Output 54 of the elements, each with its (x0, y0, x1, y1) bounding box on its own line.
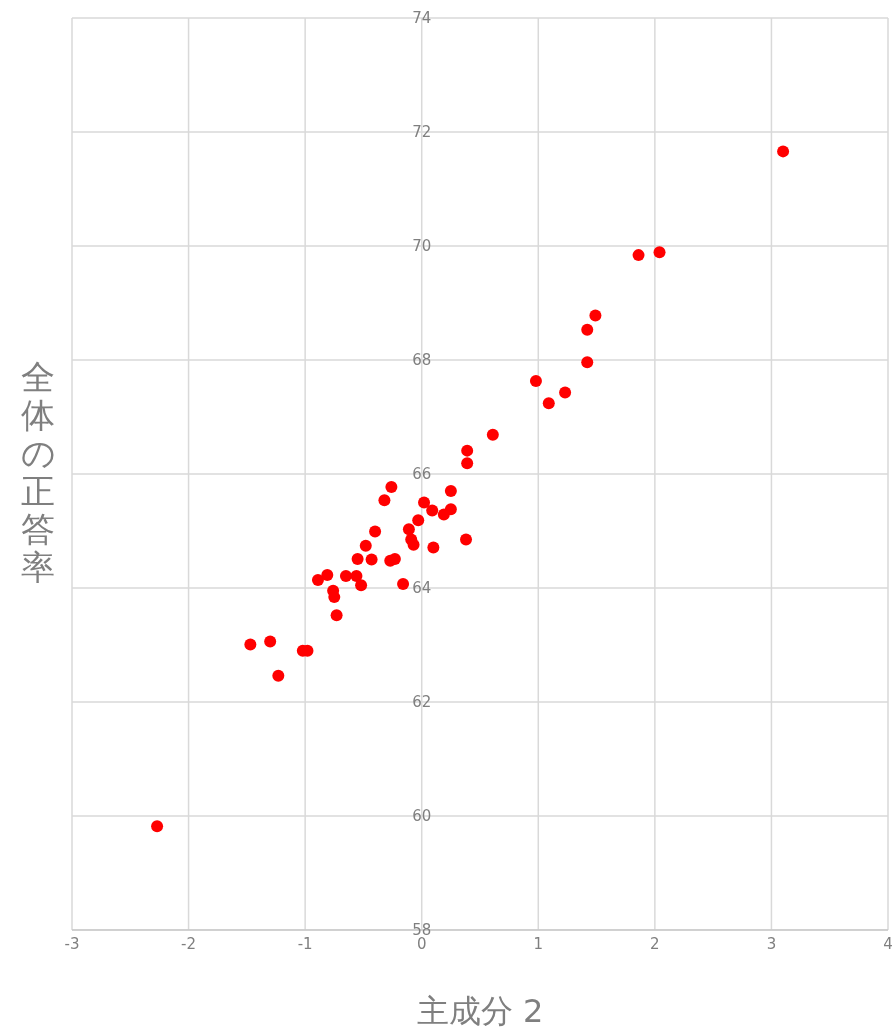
point (777, 145, 790, 158)
x-tick-label: -2 (181, 934, 197, 953)
point (427, 541, 440, 554)
x-axis-title: 主成分 2 (416, 992, 544, 1030)
y-tick-label: 72 (412, 123, 432, 142)
point (461, 457, 474, 470)
point (444, 485, 457, 498)
point (426, 504, 439, 517)
y-tick-label: 62 (412, 693, 432, 712)
point (460, 533, 473, 546)
point (653, 246, 666, 259)
y-tick-label: 60 (412, 807, 432, 826)
point (321, 568, 334, 581)
x-tick-label: 1 (533, 934, 544, 953)
y-tick-label: 64 (412, 579, 432, 598)
point (581, 356, 594, 369)
point (378, 494, 391, 507)
point (412, 514, 425, 527)
point (328, 591, 341, 604)
x-tick-label: -1 (297, 934, 313, 953)
point (311, 574, 324, 587)
point (351, 552, 364, 565)
point (151, 820, 164, 833)
point (418, 496, 431, 509)
point (244, 638, 257, 651)
point (369, 525, 382, 538)
point (437, 508, 450, 521)
y-tick-label: 66 (412, 465, 432, 484)
point (385, 481, 398, 494)
point (486, 428, 499, 441)
point (461, 444, 474, 457)
point (339, 570, 352, 583)
y-tick-label: 74 (412, 9, 432, 28)
point (365, 553, 378, 566)
y-tick-label: 70 (412, 237, 432, 256)
point (542, 397, 555, 410)
point (589, 309, 602, 322)
x-tick-label: 4 (883, 934, 893, 953)
point (529, 375, 542, 388)
point (397, 578, 410, 591)
point (264, 635, 277, 648)
x-tick-label: 3 (766, 934, 777, 953)
x-tick-label: 2 (650, 934, 660, 953)
point (359, 539, 372, 552)
point (559, 386, 572, 399)
x-tick-label: -3 (64, 934, 80, 953)
y-axis-title: 全体の正答率 (20, 356, 56, 587)
point (272, 669, 285, 682)
point (330, 609, 343, 622)
point (355, 579, 368, 592)
y-tick-label: 68 (412, 351, 432, 370)
point (632, 249, 645, 262)
point (402, 523, 415, 536)
point (581, 323, 594, 336)
